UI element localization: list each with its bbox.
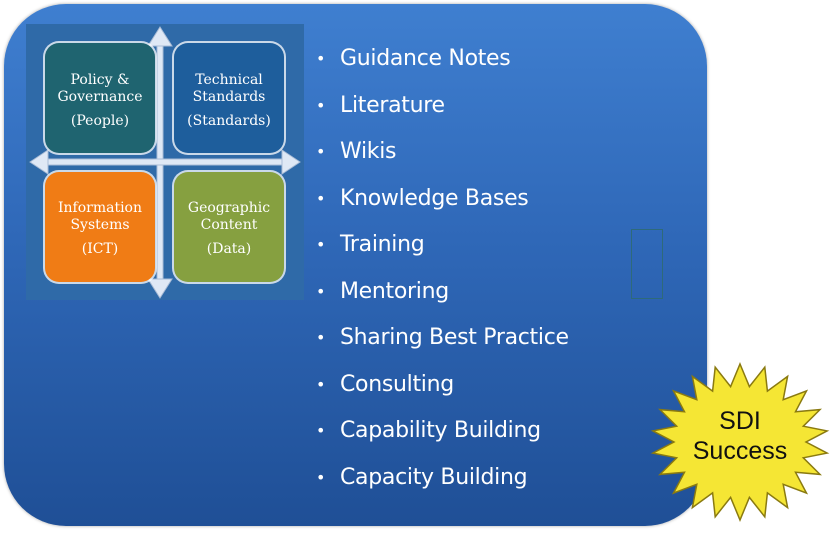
bullet-list: • Guidance Notes • Literature • Wikis • Know… — [316, 36, 569, 501]
badge-line1: SDI — [719, 407, 761, 435]
list-item-label: Knowledge Bases — [340, 185, 529, 211]
bullet-icon: • — [316, 421, 326, 440]
technical-line1: Technical — [195, 72, 263, 88]
information-systems-box: Information Systems (ICT) — [45, 172, 155, 282]
information-line3: (ICT) — [81, 241, 119, 257]
arrow-left-icon — [29, 149, 49, 175]
policy-line1: Policy & — [70, 72, 130, 88]
crossed-arrows — [29, 26, 301, 299]
information-line1: Information — [57, 200, 143, 216]
list-item-label: Capacity Building — [340, 464, 528, 490]
list-item: • Sharing Best Practice — [316, 315, 569, 362]
list-item-label: Guidance Notes — [340, 46, 511, 71]
technical-line2: Standards — [192, 89, 266, 105]
list-item: • Capability Building — [316, 408, 569, 455]
technical-standards-box: Technical Standards (Standards) — [174, 43, 284, 153]
arrow-down-icon — [147, 278, 173, 299]
bullet-icon: • — [316, 142, 326, 161]
list-item: • Mentoring — [316, 269, 569, 316]
policy-governance-box: Policy & Governance (People) — [45, 43, 155, 153]
list-item: • Consulting — [316, 362, 569, 409]
badge-line2: Success — [692, 437, 788, 465]
bullet-icon: • — [316, 188, 326, 208]
list-item: • Training — [316, 222, 569, 269]
outline-box — [631, 229, 663, 299]
bullet-icon: • — [316, 281, 326, 301]
starburst-shape — [650, 362, 830, 522]
technical-line3: (Standards) — [187, 113, 271, 129]
list-item-label: Capability Building — [340, 418, 541, 443]
list-item-label: Mentoring — [340, 278, 449, 304]
list-item-label: Wikis — [340, 139, 397, 164]
main-panel: Policy & Governance (People) Technical S… — [4, 4, 707, 526]
horizontal-axis — [45, 158, 285, 166]
list-item-label: Literature — [340, 92, 445, 118]
list-item-label: Sharing Best Practice — [340, 325, 569, 350]
list-item: • Knowledge Bases — [316, 176, 569, 223]
geographic-line2: Content — [200, 217, 258, 233]
bullet-icon: • — [316, 235, 326, 254]
bullet-icon: • — [316, 467, 326, 487]
list-item: • Capacity Building — [316, 455, 569, 502]
bullet-icon: • — [316, 328, 326, 347]
arrow-right-icon — [281, 149, 301, 175]
badge-text: SDI Success — [672, 406, 808, 466]
list-item: • Guidance Notes — [316, 36, 569, 83]
list-item: • Wikis — [316, 129, 569, 176]
list-item-label: Consulting — [340, 371, 454, 397]
quadrant-diagram: Policy & Governance (People) Technical S… — [26, 24, 304, 300]
bullet-icon: • — [316, 95, 326, 115]
geographic-line3: (Data) — [206, 241, 252, 257]
bullet-icon: • — [316, 374, 326, 394]
list-item-label: Training — [340, 232, 425, 257]
geographic-content-box: Geographic Content (Data) — [174, 172, 284, 282]
arrow-up-icon — [147, 26, 173, 47]
bullet-icon: • — [316, 49, 326, 68]
information-line2: Systems — [70, 217, 130, 233]
policy-line2: Governance — [57, 89, 143, 105]
starburst-badge-icon — [650, 362, 830, 522]
list-item: • Literature — [316, 83, 569, 130]
policy-line3: (People) — [70, 113, 130, 129]
geographic-line1: Geographic — [187, 200, 271, 216]
